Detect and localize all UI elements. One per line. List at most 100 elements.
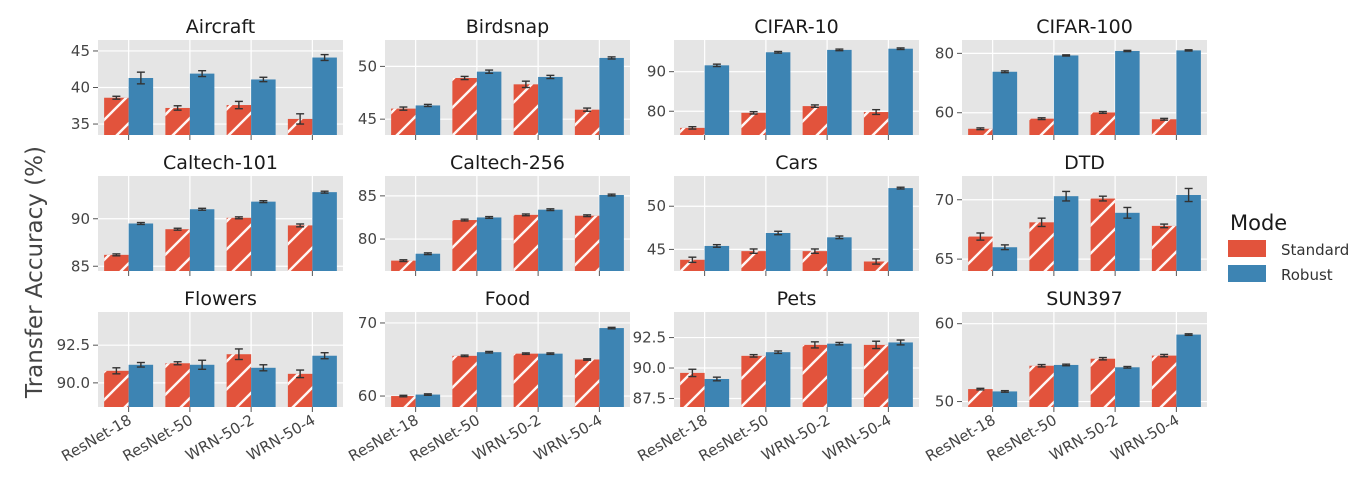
bar-standard-resnet-50-hatch bbox=[165, 107, 190, 135]
bar-robust-wrn-50-4 bbox=[312, 192, 337, 271]
bar-standard-wrn-50-2-hatch bbox=[802, 251, 828, 271]
bar-robust-resnet-18 bbox=[415, 394, 441, 407]
panel-title: Food bbox=[485, 288, 531, 310]
bar-standard-resnet-18-hatch bbox=[104, 97, 129, 135]
panel-sun397: 5060SUN397ResNet-18ResNet-50WRN-50-2WRN-… bbox=[922, 288, 1207, 465]
bar-robust-resnet-18 bbox=[704, 65, 730, 135]
bars-group bbox=[104, 192, 337, 271]
bar-robust-wrn-50-2 bbox=[538, 209, 563, 271]
bar-standard-resnet-50-hatch bbox=[1029, 365, 1054, 407]
y-tick-label: 87.5 bbox=[633, 389, 666, 407]
bar-robust-wrn-50-2 bbox=[827, 343, 852, 407]
bar-standard-resnet-18-hatch bbox=[104, 254, 129, 271]
bar-standard-wrn-50-4-hatch bbox=[1151, 225, 1177, 271]
y-tick-label: 45 bbox=[647, 240, 666, 258]
x-tick-label: WRN-50-2 bbox=[758, 411, 833, 465]
y-tick-label: 90 bbox=[71, 210, 90, 228]
bar-standard-wrn-50-4-hatch bbox=[863, 261, 889, 271]
y-tick-label: 80 bbox=[647, 102, 666, 120]
bar-standard-wrn-50-4-hatch bbox=[1151, 355, 1177, 407]
bar-standard-wrn-50-4-hatch bbox=[574, 215, 600, 271]
bars-group bbox=[968, 334, 1201, 407]
y-tick-label: 70 bbox=[935, 191, 954, 209]
bar-robust-resnet-50 bbox=[189, 364, 215, 407]
bars-group bbox=[104, 354, 337, 407]
bar-robust-wrn-50-4 bbox=[599, 328, 624, 407]
y-tick-label: 35 bbox=[71, 115, 90, 133]
panel-title: Caltech-256 bbox=[450, 152, 565, 174]
y-axis-label: Transfer Accuracy (%) bbox=[22, 146, 48, 399]
bar-standard-wrn-50-2-hatch bbox=[513, 353, 539, 407]
bar-robust-resnet-50 bbox=[765, 233, 791, 271]
bar-standard-resnet-18-hatch bbox=[391, 396, 416, 407]
bar-robust-resnet-50 bbox=[765, 52, 791, 135]
bar-standard-wrn-50-4-hatch bbox=[287, 225, 313, 271]
bar-robust-wrn-50-4 bbox=[888, 342, 913, 407]
bar-robust-resnet-18 bbox=[704, 245, 730, 271]
bar-robust-resnet-18 bbox=[128, 364, 154, 407]
bar-robust-wrn-50-4 bbox=[1176, 50, 1201, 135]
panel-cars: 45 50 Cars bbox=[647, 152, 919, 276]
panel-title: DTD bbox=[1064, 152, 1105, 174]
bar-standard-wrn-50-2-hatch bbox=[802, 344, 828, 407]
bar-robust-wrn-50-4 bbox=[1176, 195, 1201, 271]
bar-robust-resnet-50 bbox=[1053, 55, 1079, 135]
y-tick-label: 65 bbox=[935, 250, 954, 268]
bar-robust-resnet-50 bbox=[476, 352, 502, 407]
bars-group bbox=[968, 195, 1201, 271]
bar-robust-wrn-50-4 bbox=[312, 355, 337, 407]
panel-title: Aircraft bbox=[186, 16, 255, 38]
legend-label-standard: Standard bbox=[1281, 241, 1349, 259]
y-tick-label: 90.0 bbox=[633, 359, 666, 377]
bar-standard-resnet-50-hatch bbox=[452, 78, 477, 135]
bar-robust-resnet-50 bbox=[1053, 364, 1079, 407]
bar-standard-wrn-50-4-hatch bbox=[574, 359, 600, 407]
x-tick-label: WRN-50-2 bbox=[1046, 411, 1121, 465]
y-tick-label: 60 bbox=[358, 387, 377, 405]
bar-robust-resnet-18 bbox=[704, 378, 730, 407]
bar-robust-wrn-50-2 bbox=[538, 353, 563, 407]
x-tick-label: ResNet-50 bbox=[984, 411, 1060, 465]
bar-standard-resnet-18-hatch bbox=[680, 372, 705, 407]
bar-standard-wrn-50-2-hatch bbox=[513, 214, 539, 271]
x-tick-label: WRN-50-4 bbox=[244, 411, 319, 465]
bar-robust-resnet-50 bbox=[189, 73, 215, 135]
bar-standard-resnet-50-hatch bbox=[1029, 118, 1054, 135]
bars-group bbox=[968, 50, 1201, 135]
y-tick-label: 60 bbox=[935, 315, 954, 333]
bar-standard-resnet-50-hatch bbox=[1029, 222, 1054, 271]
panel-title: Cars bbox=[775, 152, 818, 174]
bar-robust-resnet-18 bbox=[992, 391, 1018, 407]
y-tick-label: 85 bbox=[358, 187, 377, 205]
panel-flowers: 90.092.5FlowersResNet-18ResNet-50WRN-50-… bbox=[57, 288, 343, 465]
panel-dtd: 65 70 DTD bbox=[935, 152, 1207, 276]
legend-title: Mode bbox=[1230, 211, 1287, 235]
y-tick-label: 90 bbox=[647, 63, 666, 81]
bar-robust-wrn-50-2 bbox=[827, 49, 852, 135]
panel-title: CIFAR-100 bbox=[1036, 16, 1133, 38]
bars-group bbox=[391, 195, 624, 271]
legend-swatch-standard bbox=[1228, 240, 1266, 257]
bars-group bbox=[680, 342, 913, 407]
x-tick-label: WRN-50-4 bbox=[820, 411, 895, 465]
bar-robust-wrn-50-4 bbox=[888, 48, 913, 135]
bar-robust-resnet-18 bbox=[128, 223, 154, 271]
bar-standard-wrn-50-4-hatch bbox=[574, 109, 600, 135]
bar-standard-wrn-50-2-hatch bbox=[226, 105, 252, 135]
bar-standard-wrn-50-2-hatch bbox=[1090, 112, 1116, 135]
bar-standard-resnet-50-hatch bbox=[452, 220, 477, 271]
panel-cifar-100: 60 80 CIFAR-100 bbox=[935, 16, 1207, 140]
bar-standard-resnet-50-hatch bbox=[452, 355, 477, 407]
bar-standard-wrn-50-2-hatch bbox=[513, 84, 539, 135]
y-tick-label: 92.5 bbox=[57, 336, 90, 354]
bar-robust-wrn-50-2 bbox=[538, 76, 563, 135]
y-tick-label: 80 bbox=[358, 230, 377, 248]
y-tick-label: 70 bbox=[358, 314, 377, 332]
bars-group bbox=[391, 57, 624, 135]
bar-standard-wrn-50-4-hatch bbox=[1151, 119, 1177, 135]
panel-aircraft: 35 40 45 Aircraft bbox=[71, 16, 343, 140]
bar-robust-wrn-50-4 bbox=[599, 195, 624, 271]
bars-group bbox=[104, 57, 337, 135]
bar-standard-wrn-50-4-hatch bbox=[863, 344, 889, 407]
